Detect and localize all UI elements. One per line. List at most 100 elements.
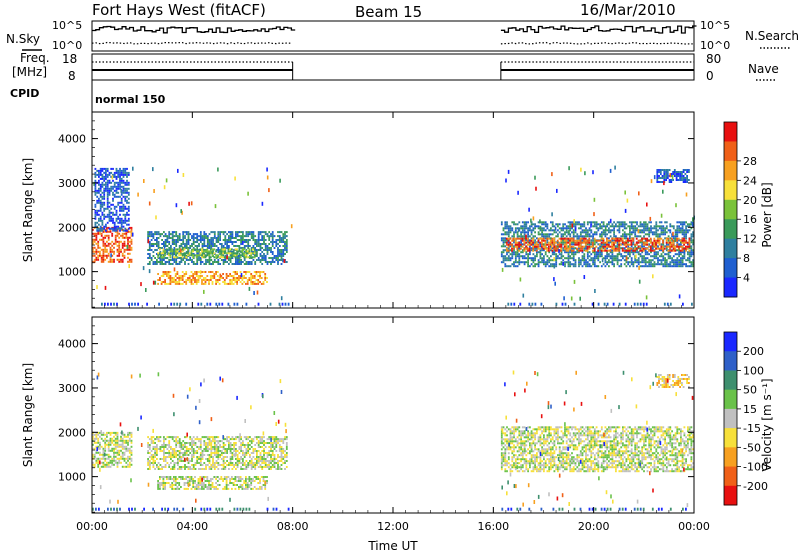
range-cell	[578, 221, 580, 224]
range-cell	[219, 263, 221, 265]
range-cell	[99, 177, 102, 180]
range-cell	[190, 254, 193, 257]
range-cell	[243, 241, 246, 243]
range-cell	[546, 243, 549, 246]
range-cell	[560, 253, 563, 256]
range-cell	[268, 243, 271, 245]
range-cell	[500, 261, 503, 264]
range-cell	[685, 233, 687, 236]
range-cell	[113, 463, 115, 466]
range-cell	[253, 256, 256, 259]
range-cell	[665, 261, 668, 264]
scatter-cell	[652, 274, 654, 279]
range-cell	[655, 229, 658, 232]
range-cell	[229, 259, 232, 261]
range-cell	[243, 263, 246, 265]
range-cell	[527, 265, 529, 268]
range-cell	[185, 259, 188, 261]
range-cell	[637, 261, 640, 264]
range-cell	[245, 253, 248, 255]
range-cell	[514, 265, 517, 268]
range-cell	[656, 173, 659, 175]
range-cell	[616, 263, 619, 266]
range-cell	[156, 241, 158, 243]
range-cell	[192, 440, 195, 443]
range-cell	[103, 177, 106, 180]
range-cell	[277, 255, 279, 257]
range-cell	[205, 442, 207, 444]
scatter-cell	[614, 165, 616, 170]
range-cell	[130, 445, 133, 448]
scatter-cell	[261, 201, 264, 206]
range-cell	[162, 248, 165, 251]
range-cell	[639, 221, 642, 224]
range-cell	[177, 464, 179, 466]
range-cell	[688, 257, 691, 260]
range-cell	[657, 253, 659, 256]
range-cell	[678, 239, 680, 242]
range-cell	[651, 255, 654, 258]
range-cell	[147, 450, 149, 452]
range-cell	[579, 259, 582, 262]
range-cell	[109, 260, 112, 263]
range-cell	[117, 171, 120, 174]
range-cell	[669, 263, 672, 266]
range-cell	[198, 245, 200, 247]
range-cell	[191, 440, 193, 443]
range-cell	[157, 233, 160, 236]
range-cell	[113, 195, 116, 198]
range-cell	[130, 260, 133, 263]
range-cell	[201, 271, 203, 273]
range-cell	[117, 227, 120, 230]
range-cell	[116, 451, 119, 454]
range-cell	[627, 237, 629, 240]
ground-cell	[663, 302, 666, 306]
range-cell	[103, 167, 106, 170]
scatter-cell	[148, 201, 151, 206]
range-cell	[123, 451, 126, 454]
range-cell	[599, 223, 601, 226]
range-cell	[243, 251, 246, 253]
range-cell	[205, 468, 207, 470]
range-cell	[562, 225, 565, 228]
range-cell	[223, 252, 226, 255]
range-cell	[171, 466, 174, 468]
range-cell	[205, 444, 207, 446]
range-cell	[528, 243, 531, 246]
ground-cell	[645, 302, 648, 306]
scatter-cell	[507, 169, 510, 174]
range-cell	[192, 454, 195, 456]
range-cell	[234, 252, 237, 255]
range-cell	[176, 256, 179, 259]
scatter-cell	[558, 249, 560, 254]
range-cell	[112, 211, 114, 214]
range-cell	[130, 459, 133, 462]
range-cell	[646, 239, 649, 242]
range-cell	[95, 258, 98, 261]
range-cell	[514, 239, 517, 242]
range-cell	[658, 227, 661, 230]
range-cell	[199, 231, 202, 234]
range-cell	[595, 233, 598, 236]
range-cell	[161, 233, 163, 236]
range-cell	[128, 230, 131, 233]
range-cell	[662, 227, 665, 230]
range-cell	[681, 225, 684, 228]
scatter-cell	[279, 178, 281, 183]
range-cell	[122, 185, 125, 188]
range-cell	[553, 247, 556, 250]
ground-cell	[278, 302, 281, 306]
range-cell	[535, 245, 538, 248]
range-cell	[592, 261, 594, 264]
range-cell	[102, 256, 105, 259]
range-cell	[641, 259, 644, 262]
range-cell	[606, 237, 608, 240]
range-cell	[199, 460, 202, 462]
range-cell	[201, 261, 204, 263]
range-cell	[218, 256, 221, 259]
range-cell	[628, 247, 631, 250]
ground-cell	[236, 302, 239, 306]
range-cell	[226, 247, 228, 249]
range-cell	[680, 227, 682, 230]
range-cell	[595, 245, 598, 248]
